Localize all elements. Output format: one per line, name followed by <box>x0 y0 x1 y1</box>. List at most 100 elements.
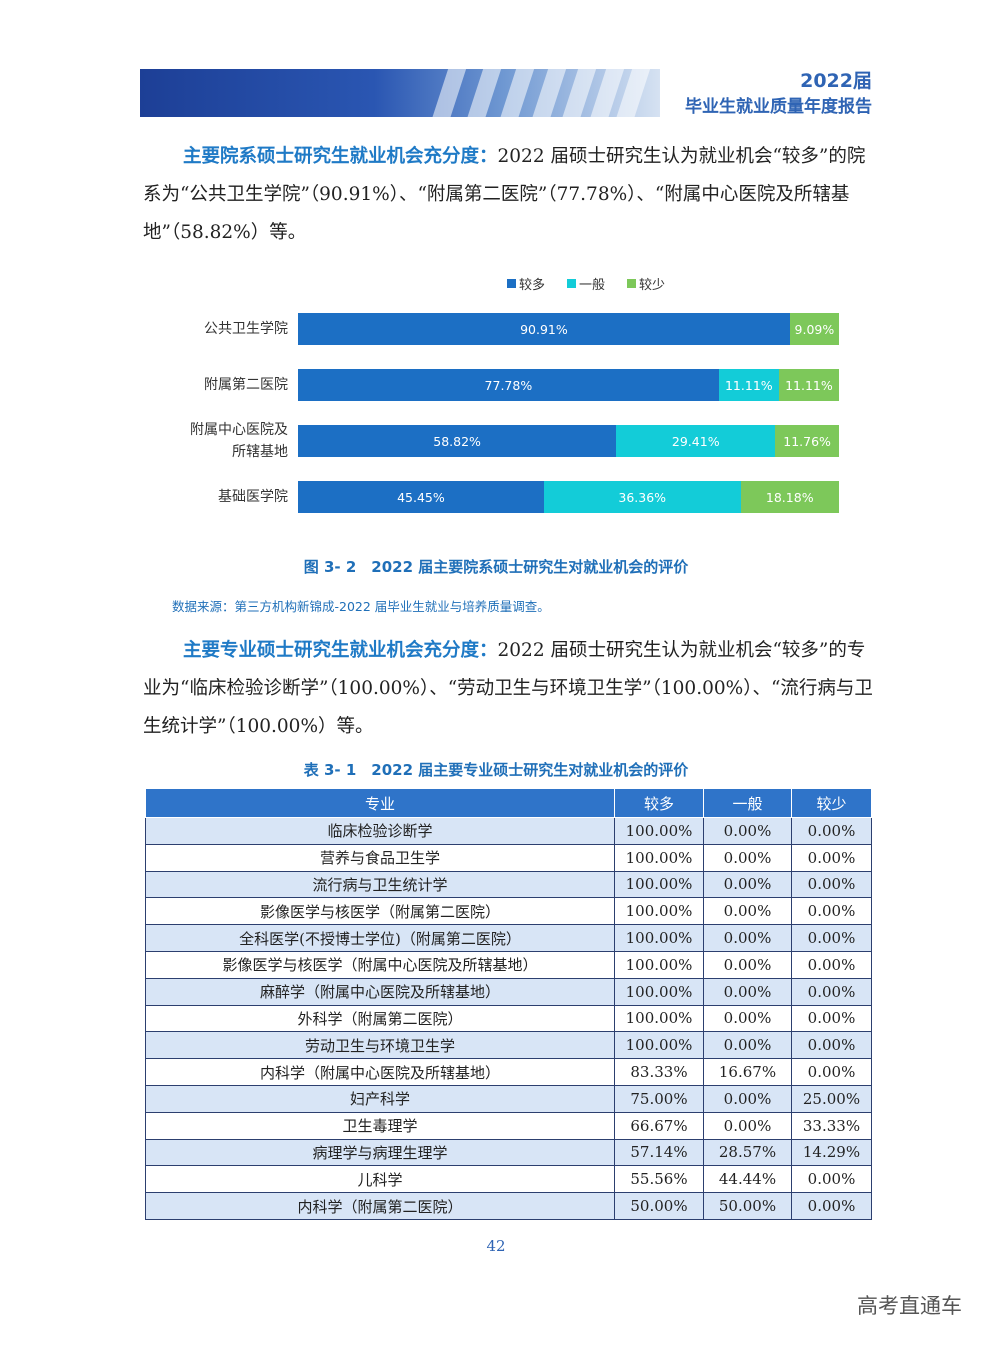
paragraph-departments: 主要院系硕士研究生就业机会充分度：2022 届硕士研究生认为就业机会“较多”的院… <box>143 138 873 252</box>
category-label-line: 附属中心医院及 <box>190 422 288 438</box>
table-cell: 16.67% <box>703 1058 792 1086</box>
table-row: 病理学与病理生理学 57.14% 28.57% 14.29% <box>145 1138 872 1167</box>
table-cell: 100.00% <box>614 817 704 845</box>
table-cell: 0.00% <box>703 1084 792 1113</box>
bar-segment: 58.82% <box>298 425 617 457</box>
table-row: 妇产科学 75.00% 0.00% 25.00% <box>145 1084 872 1113</box>
table-row: 内科学（附属中心医院及所辖基地） 83.33% 16.67% 0.00% <box>145 1058 872 1086</box>
legend-item: 较多 <box>507 274 545 293</box>
table-cell: 0.00% <box>791 977 872 1006</box>
data-label: 90.91% <box>520 321 568 337</box>
table-cell: 0.00% <box>791 897 872 926</box>
table-cell: 0.00% <box>703 1111 792 1140</box>
category-label-line: 附属第二医院 <box>204 377 288 393</box>
bar-row: 77.78% 11.11% 11.11% <box>298 369 839 401</box>
legend-swatch-less <box>627 279 637 288</box>
report-header: 2022届 毕业生就业质量年度报告 <box>685 68 872 120</box>
table-cell: 0.00% <box>791 1031 872 1060</box>
legend-item: 较少 <box>627 274 665 293</box>
bar-segment: 9.09% <box>789 313 839 345</box>
table-cell: 44.44% <box>703 1165 792 1194</box>
data-label: 11.11% <box>724 377 773 393</box>
table-cell: 0.00% <box>791 1004 872 1033</box>
table-cell: 内科学（附属中心医院及所辖基地） <box>145 1058 615 1086</box>
data-label: 29.41% <box>671 433 720 449</box>
bar-segment: 18.18% <box>740 481 839 513</box>
data-label: 11.11% <box>785 377 833 393</box>
data-label: 58.82% <box>433 433 481 449</box>
data-label: 9.09% <box>794 321 835 337</box>
bar-segment: 45.45% <box>298 481 544 513</box>
table-cell: 57.14% <box>614 1138 704 1167</box>
paragraph-text: 2022 届硕士研究生认为就业机会“较多”的院系为“公共卫生学院”（90.91%… <box>143 146 866 243</box>
table-cell: 外科学（附属第二医院） <box>145 1004 615 1033</box>
table-cell: 55.56% <box>614 1165 704 1194</box>
category-label-line: 基础医学院 <box>218 489 288 505</box>
table-cell: 0.00% <box>791 950 872 979</box>
table-cell: 83.33% <box>614 1058 704 1086</box>
table-cell: 0.00% <box>791 1058 872 1086</box>
table-row: 影像医学与核医学（附属中心医院及所辖基地） 100.00% 0.00% 0.00% <box>145 950 872 979</box>
bar-row: 58.82% 29.41% 11.76% <box>298 425 839 457</box>
table-cell: 临床检验诊断学 <box>145 817 615 845</box>
table-cell: 0.00% <box>703 1004 792 1033</box>
category-label: 公共卫生学院 <box>140 318 288 340</box>
table-cell: 影像医学与核医学（附属第二医院） <box>145 897 615 926</box>
table-cell: 儿科学 <box>145 1165 615 1194</box>
table-cell: 0.00% <box>791 870 872 899</box>
watermark: 高考直通车 <box>857 1294 962 1318</box>
table-cell: 营养与食品卫生学 <box>145 843 615 872</box>
paragraph-lead: 主要院系硕士研究生就业机会充分度： <box>183 146 498 167</box>
table-row: 内科学（附属第二医院） 50.00% 50.00% 0.00% <box>145 1192 872 1220</box>
header-more: 较多 <box>614 788 704 818</box>
report-title: 毕业生就业质量年度报告 <box>685 97 872 117</box>
data-label: 18.18% <box>765 489 814 505</box>
table-cell: 麻醉学（附属中心医院及所辖基地） <box>145 977 615 1006</box>
table-row: 影像医学与核医学（附属第二医院） 100.00% 0.00% 0.00% <box>145 897 872 926</box>
table-row: 全科医学(不授博士学位)（附属第二医院） 100.00% 0.00% 0.00% <box>145 924 872 952</box>
bar-segment: 11.11% <box>778 369 839 401</box>
table-cell: 妇产科学 <box>145 1084 615 1113</box>
table-row: 外科学（附属第二医院） 100.00% 0.00% 0.00% <box>145 1004 872 1033</box>
table-header-row: 专业 较多 一般 较少 <box>145 788 872 818</box>
table-cell: 66.67% <box>614 1111 704 1140</box>
header-major: 专业 <box>145 788 615 818</box>
table-row: 流行病与卫生统计学 100.00% 0.00% 0.00% <box>145 870 872 899</box>
legend-swatch-medium <box>567 279 577 288</box>
data-label: 11.76% <box>783 433 831 449</box>
table-row: 营养与食品卫生学 100.00% 0.00% 0.00% <box>145 843 872 872</box>
table-caption: 表 3- 1 2022 届主要专业硕士研究生对就业机会的评价 <box>303 761 689 779</box>
table-cell: 0.00% <box>703 843 792 872</box>
table-cell: 病理学与病理生理学 <box>145 1138 615 1167</box>
data-label: 36.36% <box>618 489 667 505</box>
header-less: 较少 <box>791 788 872 818</box>
paragraph-text: 2022 届硕士研究生认为就业机会“较多”的专业为“临床检验诊断学”（100.0… <box>143 640 873 737</box>
evaluation-table: 专业 较多 一般 较少 临床检验诊断学 100.00% 0.00% 0.00% 营养与食… <box>145 788 872 1220</box>
category-label: 附属中心医院及 所辖基地 <box>140 419 288 463</box>
table-cell: 33.33% <box>791 1111 872 1140</box>
table-cell: 0.00% <box>703 897 792 926</box>
legend-label: 一般 <box>579 278 606 293</box>
table-cell: 0.00% <box>703 924 792 952</box>
table-cell: 0.00% <box>791 1165 872 1194</box>
header-medium: 一般 <box>703 788 792 818</box>
bar-segment: 77.78% <box>298 369 719 401</box>
table-cell: 75.00% <box>614 1084 704 1113</box>
table-cell: 0.00% <box>791 843 872 872</box>
legend-swatch-more <box>507 279 516 288</box>
bar-segment: 36.36% <box>543 481 741 513</box>
table-cell: 0.00% <box>703 817 792 845</box>
table-cell: 0.00% <box>703 950 792 979</box>
table-cell: 28.57% <box>703 1138 792 1167</box>
table-cell: 100.00% <box>614 1031 704 1060</box>
table-cell: 流行病与卫生统计学 <box>145 870 615 899</box>
chart-legend: 较多 一般 较少 <box>507 274 665 293</box>
table-row: 麻醉学（附属中心医院及所辖基地） 100.00% 0.00% 0.00% <box>145 977 872 1006</box>
table-cell: 100.00% <box>614 870 704 899</box>
report-year: 2022届 <box>800 70 872 92</box>
table-row: 卫生毒理学 66.67% 0.00% 33.33% <box>145 1111 872 1140</box>
table-cell: 劳动卫生与环境卫生学 <box>145 1031 615 1060</box>
paragraph-majors: 主要专业硕士研究生就业机会充分度：2022 届硕士研究生认为就业机会“较多”的专… <box>143 632 873 746</box>
bar-row: 90.91% 9.09% <box>298 313 839 345</box>
category-label: 基础医学院 <box>140 486 288 508</box>
